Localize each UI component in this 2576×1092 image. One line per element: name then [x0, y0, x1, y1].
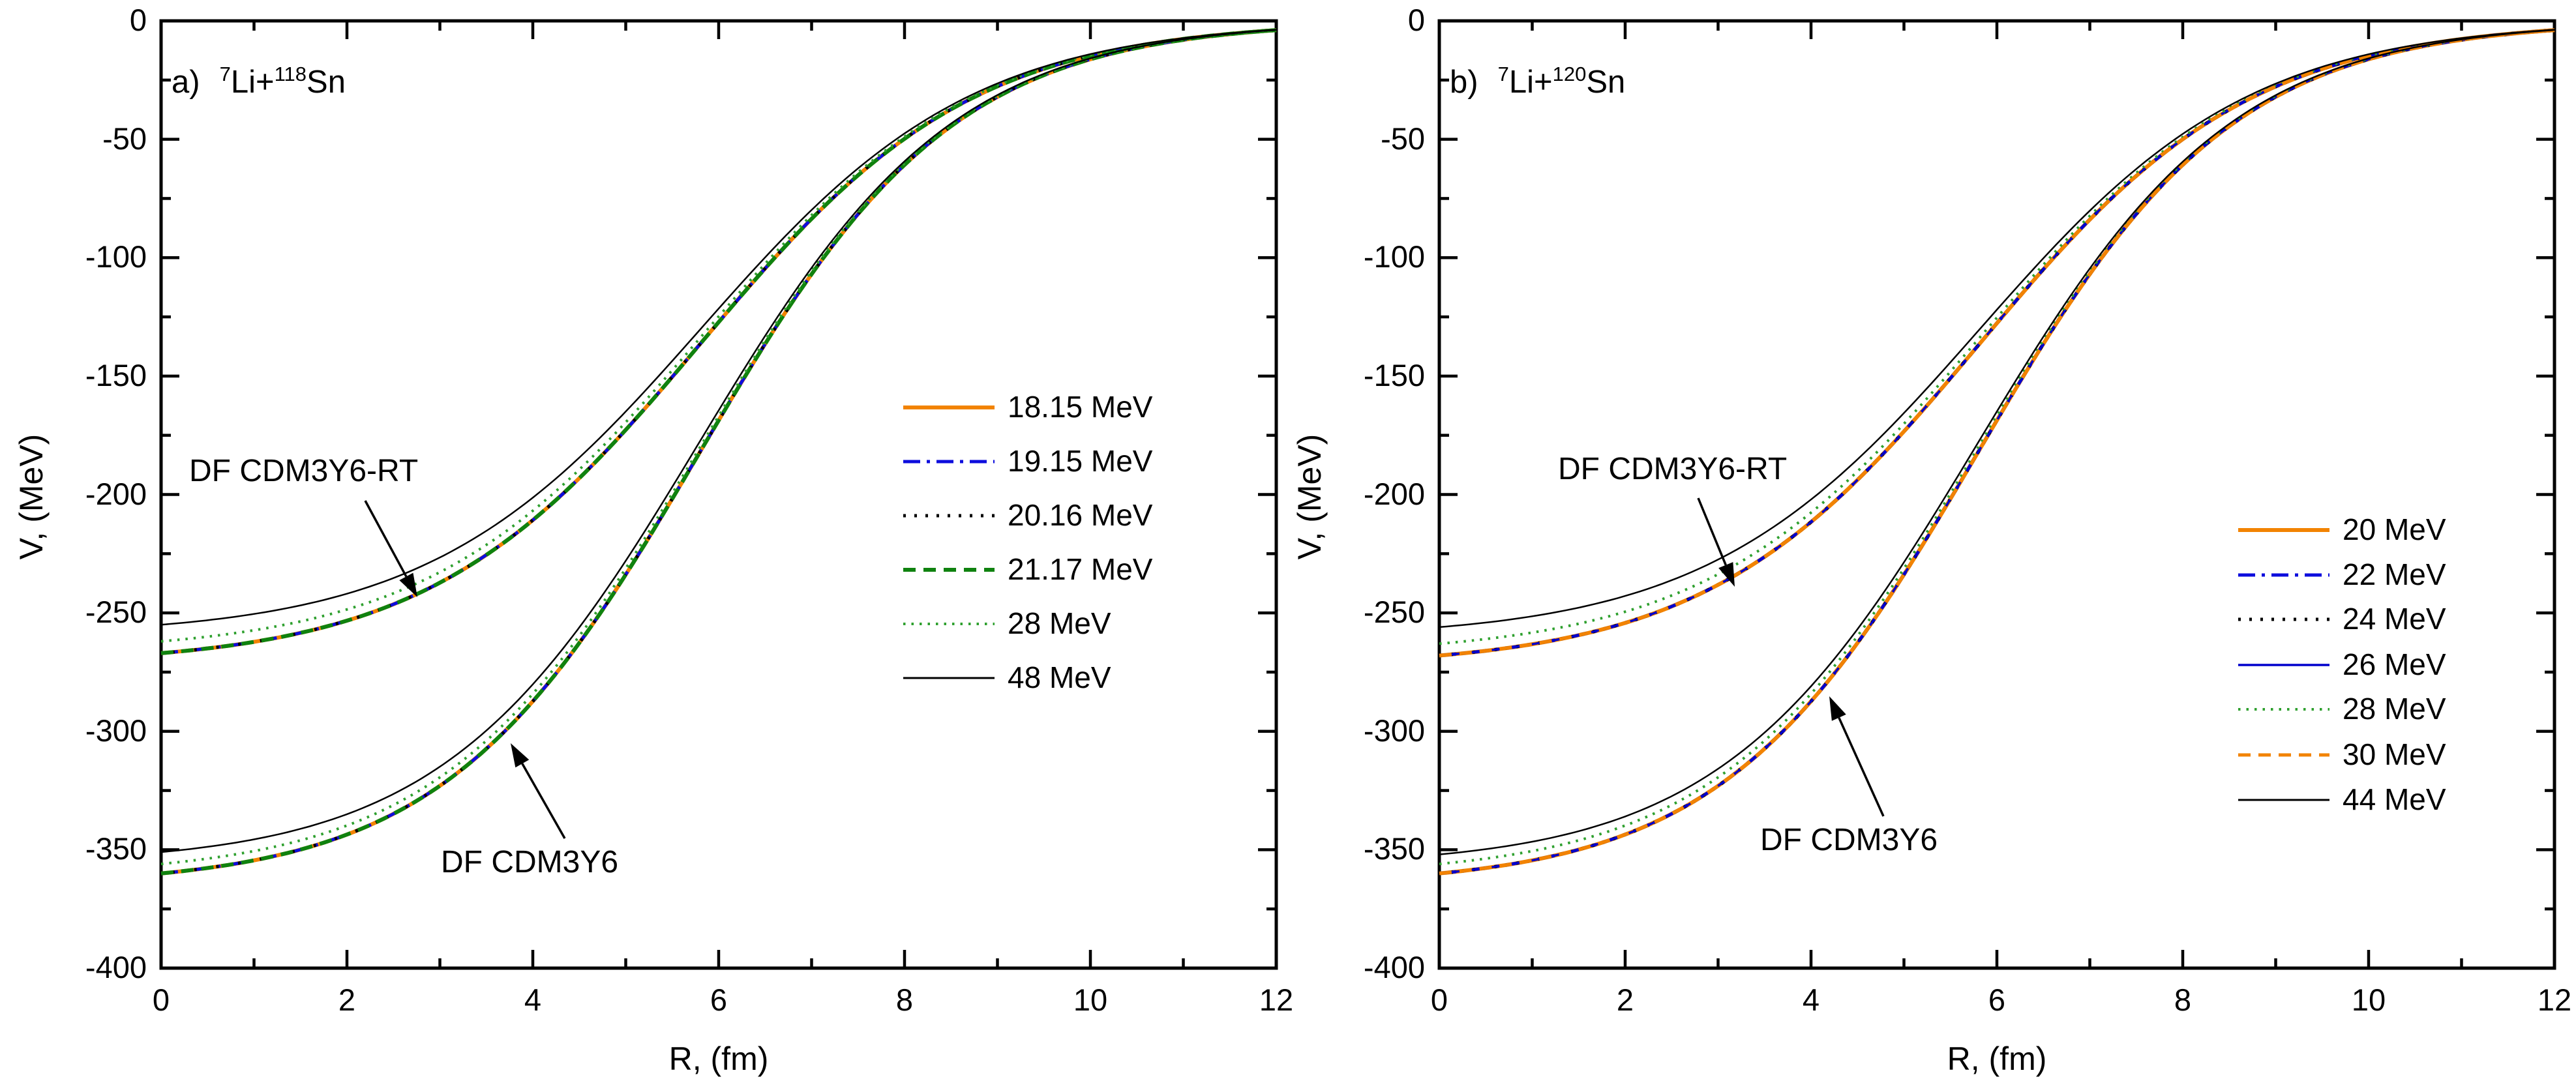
x-tick-label: 8: [2174, 982, 2192, 1017]
y-tick-label: -250: [85, 595, 147, 630]
annotation-arrow-head: [399, 572, 417, 597]
curve-df-cdm3y6-48MeV: [160, 29, 1277, 853]
curve-df-cdm3y6-rt-28MeV: [1439, 29, 2555, 645]
legend-label: 44 MeV: [2343, 782, 2446, 816]
target-symbol: Sn: [1586, 65, 1626, 100]
annotation-arrow-head: [1829, 696, 1846, 721]
legend-label: 24 MeV: [2343, 602, 2446, 636]
y-tick-label: -100: [1363, 239, 1425, 274]
x-tick-label: 6: [1988, 982, 2006, 1017]
panel-title: a) 7Li+118Sn: [172, 64, 346, 100]
curve-df-cdm3y6-rt-28MeV: [160, 28, 1277, 643]
legend-label: 22 MeV: [2343, 557, 2446, 591]
x-tick-label: 0: [152, 982, 170, 1017]
panel-title: b) 7Li+120Sn: [1450, 64, 1625, 100]
y-tick-label: -50: [1381, 121, 1425, 156]
target-symbol: Sn: [307, 65, 346, 100]
annotation-arrow-shaft: [1838, 717, 1885, 817]
panel-letter: a): [172, 65, 200, 100]
projectile-symbol: Li+: [230, 65, 275, 100]
legend-label: 30 MeV: [2343, 737, 2446, 771]
annotation-arrow-shaft: [1697, 497, 1727, 566]
annotation-df-cdm3y6: DF CDM3Y6: [441, 845, 619, 879]
curve-df-cdm3y6-rt-48MeV: [160, 29, 1277, 626]
annotation-arrow-head: [1718, 562, 1735, 587]
y-tick-label: -150: [1363, 357, 1425, 392]
x-tick-label: 4: [1802, 982, 1820, 1017]
y-tick-label: -400: [85, 950, 147, 984]
x-tick-label: 6: [710, 982, 728, 1017]
panel-letter: b): [1450, 65, 1478, 100]
target-mass-superscript: 120: [1552, 63, 1587, 85]
axes-frame: [1437, 19, 2556, 970]
legend-label: 18.15 MeV: [1008, 390, 1153, 424]
legend-label: 20 MeV: [2343, 512, 2446, 546]
x-tick-label: 10: [1073, 982, 1108, 1017]
y-tick-label: -150: [85, 357, 147, 392]
projectile-symbol: Li+: [1508, 65, 1553, 100]
annotation-arrow-shaft: [364, 500, 408, 578]
x-tick-label: 2: [1616, 982, 1634, 1017]
legend-label: 20.16 MeV: [1008, 498, 1153, 532]
x-tick-label: 12: [1259, 982, 1294, 1017]
legend-label: 21.17 MeV: [1008, 552, 1153, 586]
x-axis-label: R, (fm): [668, 1040, 769, 1077]
y-tick-label: -350: [85, 831, 147, 866]
legend-label: 28 MeV: [1008, 606, 1111, 640]
y-tick-label: -250: [1363, 595, 1425, 630]
y-tick-label: 0: [1407, 3, 1425, 37]
axes-frame: [159, 19, 1278, 970]
legend-label: 19.15 MeV: [1008, 444, 1153, 478]
x-tick-label: 8: [895, 982, 914, 1017]
y-tick-label: -50: [102, 121, 147, 156]
y-tick-label: 0: [129, 3, 147, 37]
legend-label: 48 MeV: [1008, 660, 1111, 694]
annotation-arrow-shaft: [521, 763, 566, 839]
curve-df-cdm3y6-21.17MeV: [160, 28, 1277, 876]
x-tick-label: 12: [2537, 982, 2572, 1017]
curve-df-cdm3y6-44MeV: [1439, 29, 2555, 855]
annotation-arrow-head: [511, 743, 530, 768]
y-tick-label: -200: [1363, 476, 1425, 511]
x-axis-label: R, (fm): [1947, 1040, 2047, 1077]
annotation-df-cdm3y6-rt: DF CDM3Y6-RT: [1558, 452, 1788, 486]
annotation-df-cdm3y6-rt: DF CDM3Y6-RT: [189, 454, 419, 488]
x-tick-label: 2: [338, 982, 356, 1017]
projectile-mass-superscript: 7: [1497, 63, 1509, 85]
legend-label: 26 MeV: [2343, 647, 2446, 681]
target-mass-superscript: 118: [274, 63, 307, 85]
x-tick-label: 10: [2351, 982, 2386, 1017]
x-tick-label: 0: [1430, 982, 1448, 1017]
legend-label: 28 MeV: [2343, 692, 2446, 726]
projectile-mass-superscript: 7: [219, 63, 231, 85]
y-tick-label: -200: [85, 476, 147, 511]
x-tick-label: 4: [524, 982, 542, 1017]
y-tick-label: -100: [85, 239, 147, 274]
curve-df-cdm3y6-30MeV: [1439, 28, 2555, 876]
y-tick-label: -350: [1363, 831, 1425, 866]
curve-df-cdm3y6-rt-30MeV: [1439, 28, 2555, 657]
annotation-df-cdm3y6: DF CDM3Y6: [1760, 823, 1938, 857]
y-tick-label: -300: [1363, 713, 1425, 748]
curve-df-cdm3y6-rt-44MeV: [1439, 29, 2555, 628]
y-tick-label: -400: [1363, 950, 1425, 984]
y-tick-label: -300: [85, 713, 147, 748]
